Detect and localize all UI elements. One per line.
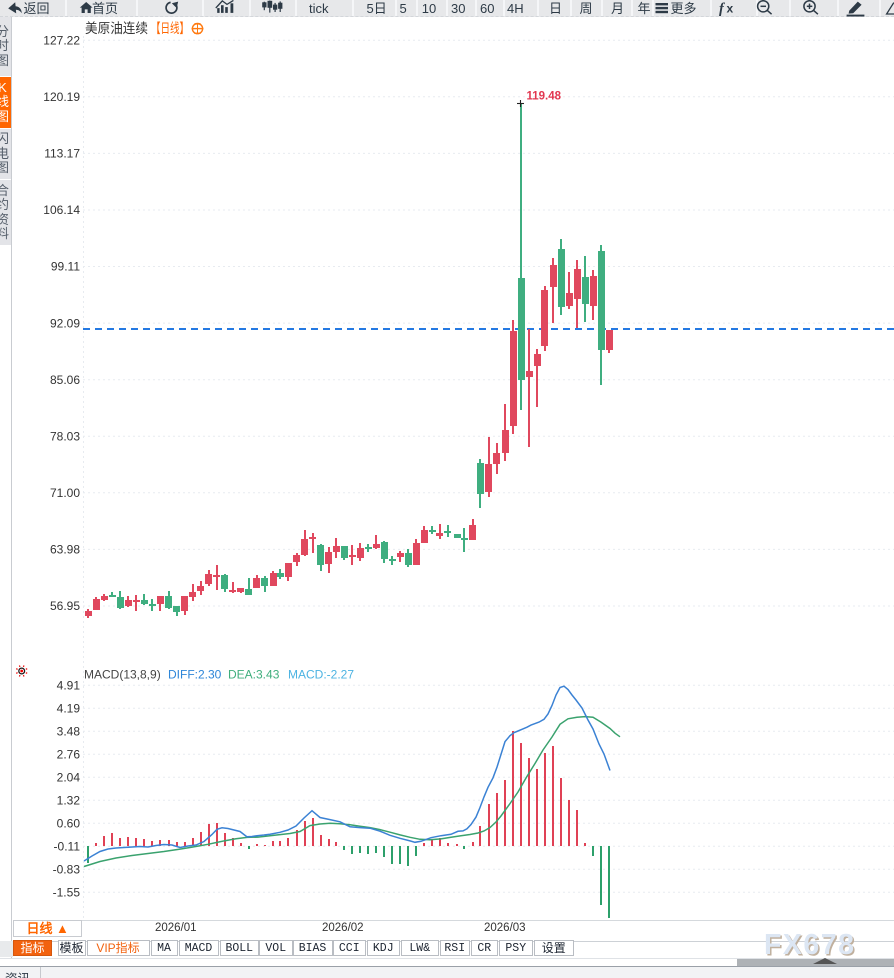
svg-text:-0.83: -0.83 <box>53 863 81 877</box>
svg-text:MACD:-2.27: MACD:-2.27 <box>288 668 354 682</box>
svg-text:1.32: 1.32 <box>57 794 81 808</box>
svg-text:71.00: 71.00 <box>50 486 80 500</box>
svg-text:119.48: 119.48 <box>527 91 562 103</box>
svg-text:2.04: 2.04 <box>57 771 81 785</box>
svg-text:2.76: 2.76 <box>57 748 81 762</box>
svg-text:0.60: 0.60 <box>57 817 81 831</box>
svg-text:3.48: 3.48 <box>57 725 81 739</box>
svg-text:DIFF:2.30: DIFF:2.30 <box>168 668 222 682</box>
svg-text:【日线】: 【日线】 <box>151 21 189 36</box>
svg-text:美原油连续: 美原油连续 <box>85 21 148 36</box>
svg-text:85.06: 85.06 <box>50 373 80 387</box>
svg-text:106.14: 106.14 <box>43 203 80 217</box>
svg-text:MACD(13,8,9): MACD(13,8,9) <box>84 668 161 682</box>
svg-text:x: x <box>727 2 734 16</box>
svg-text:113.17: 113.17 <box>44 147 80 161</box>
svg-text:56.95: 56.95 <box>50 599 80 613</box>
svg-text:99.11: 99.11 <box>51 260 80 274</box>
svg-text:4.19: 4.19 <box>57 702 81 716</box>
svg-text:-0.11: -0.11 <box>54 840 81 854</box>
svg-text:78.03: 78.03 <box>50 430 80 444</box>
svg-text:f: f <box>719 1 726 17</box>
svg-text:4.91: 4.91 <box>57 679 81 693</box>
svg-text:120.19: 120.19 <box>43 90 80 104</box>
svg-text:DEA:3.43: DEA:3.43 <box>228 668 280 682</box>
svg-text:127.22: 127.22 <box>43 33 80 47</box>
svg-text:63.98: 63.98 <box>50 543 80 557</box>
svg-text:92.09: 92.09 <box>50 316 80 330</box>
svg-text:-1.55: -1.55 <box>53 886 81 900</box>
